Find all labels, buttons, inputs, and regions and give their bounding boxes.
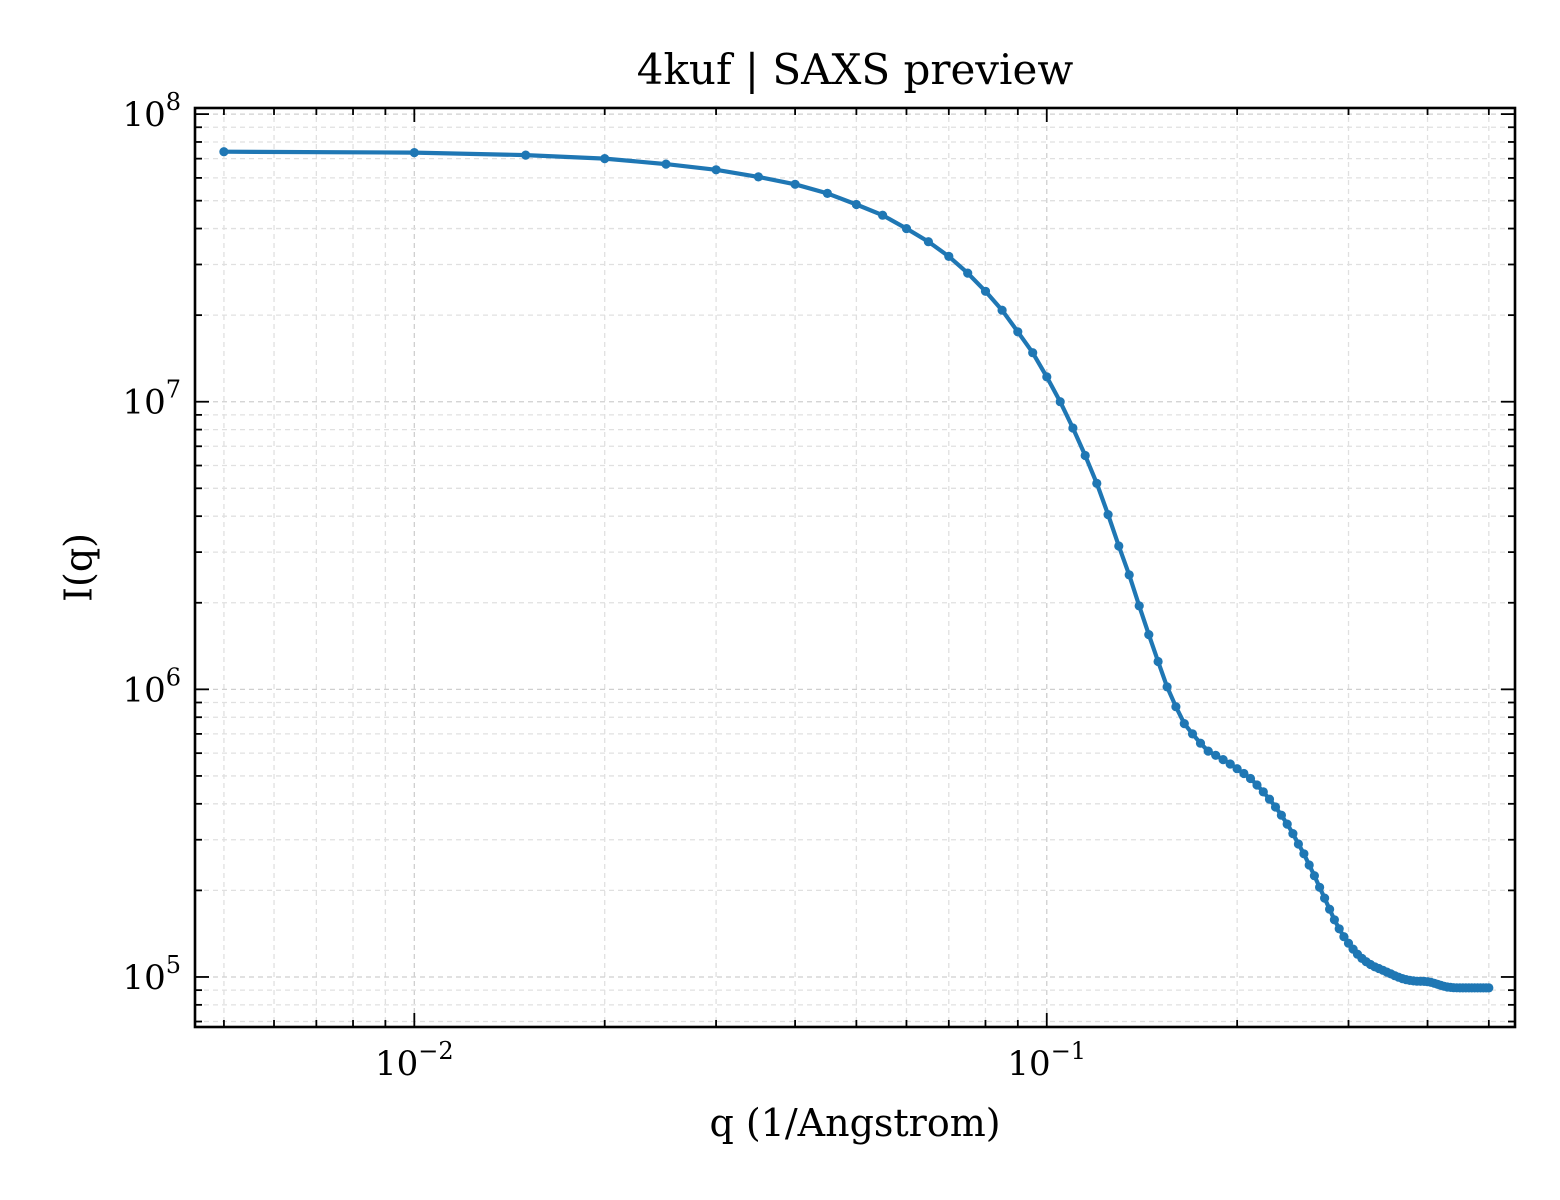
data-point: [878, 210, 888, 220]
plot-frame: [193, 106, 1517, 1029]
y-tick-label: 106: [122, 663, 181, 710]
data-point: [1218, 755, 1228, 765]
data-point: [600, 154, 610, 164]
data-point: [923, 237, 934, 247]
data-point: [1103, 509, 1113, 520]
data-point: [711, 165, 721, 175]
data-point: [901, 224, 912, 234]
data-point: [1171, 702, 1181, 712]
data-point: [1320, 893, 1330, 903]
data-point: [753, 172, 764, 182]
data-point: [1329, 915, 1339, 925]
data-point: [1225, 759, 1235, 769]
data-point: [1282, 819, 1292, 829]
data-point: [1252, 780, 1262, 790]
x-tick-label: 10−2: [375, 1037, 454, 1084]
data-point: [1239, 768, 1249, 779]
data-point: [1304, 860, 1314, 870]
data-point: [1187, 729, 1198, 739]
data-point: [1211, 750, 1221, 760]
data-point: [1080, 450, 1090, 461]
y-tick-label: 107: [122, 376, 181, 423]
data-point: [661, 159, 671, 169]
x-tick-label: 10−1: [1007, 1037, 1086, 1084]
data-point: [1325, 904, 1335, 914]
data-point: [1114, 541, 1124, 551]
y-tick-label: 108: [122, 88, 181, 135]
data-point: [1334, 924, 1344, 934]
data-point: [1315, 882, 1325, 892]
data-point: [997, 305, 1007, 315]
data-point: [1068, 423, 1078, 433]
axis-ticks: 10−2 10−1 105 106 107 108: [122, 88, 1515, 1084]
y-axis-label: I(q): [57, 533, 101, 602]
grid-lines: [195, 108, 1515, 1027]
data-point: [1013, 327, 1023, 337]
data-point: [1484, 983, 1494, 993]
data-point: [1195, 738, 1206, 748]
data-point: [1299, 849, 1309, 859]
data-point: [1042, 372, 1052, 382]
data-point: [980, 286, 991, 296]
data-point: [1258, 787, 1268, 797]
data-point: [1153, 656, 1163, 667]
data-point: [851, 199, 862, 210]
data-point: [944, 251, 954, 261]
data-point: [219, 147, 229, 157]
data-point: [1055, 397, 1065, 407]
data-series: [219, 147, 1494, 993]
data-point: [1270, 802, 1281, 812]
chart-title: 4kuf | SAXS preview: [637, 45, 1074, 94]
data-point: [1293, 839, 1303, 849]
data-point: [1028, 348, 1038, 358]
data-point: [1134, 601, 1144, 611]
data-point: [1309, 871, 1319, 881]
data-point: [409, 148, 419, 158]
x-axis-label: q (1/Angstrom): [709, 1101, 1000, 1145]
data-point: [790, 179, 800, 189]
data-point: [1339, 932, 1349, 942]
data-point: [1144, 630, 1154, 640]
data-point: [1179, 719, 1189, 729]
data-point: [521, 150, 531, 160]
data-point: [1288, 829, 1298, 839]
data-point: [1245, 773, 1256, 784]
y-tick-label: 105: [122, 951, 181, 998]
data-point: [822, 188, 833, 198]
data-point: [1232, 764, 1242, 774]
data-point: [1162, 682, 1172, 692]
data-point: [1092, 478, 1102, 488]
data-point: [1264, 794, 1275, 804]
data-point: [963, 268, 973, 278]
data-point: [1124, 570, 1134, 580]
data-point: [1276, 810, 1286, 820]
data-point: [1203, 746, 1213, 756]
